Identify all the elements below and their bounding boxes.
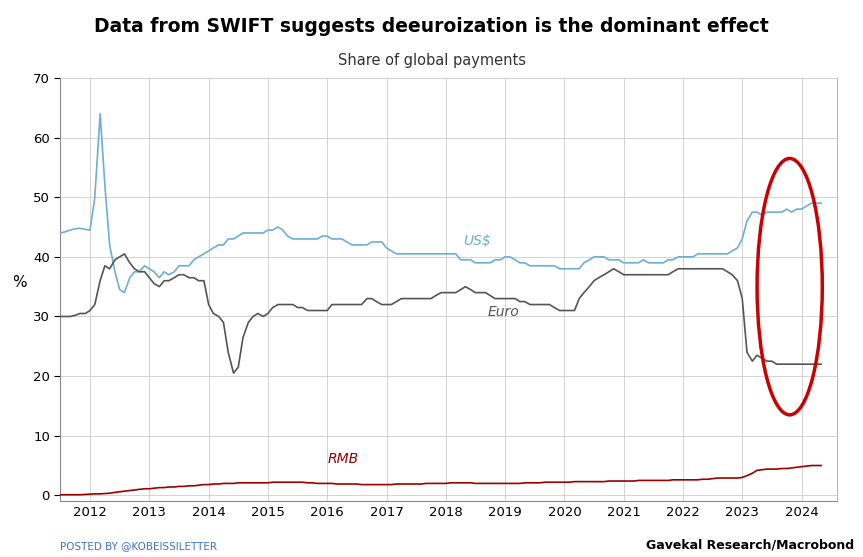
Y-axis label: %: % bbox=[12, 275, 27, 290]
Text: POSTED BY @KOBEISSILETTER: POSTED BY @KOBEISSILETTER bbox=[60, 541, 217, 551]
Text: Data from SWIFT suggests deeuroization is the dominant effect: Data from SWIFT suggests deeuroization i… bbox=[94, 17, 769, 36]
Text: Euro: Euro bbox=[488, 305, 519, 320]
Text: Gavekal Research/Macrobond: Gavekal Research/Macrobond bbox=[646, 539, 854, 551]
Text: Share of global payments: Share of global payments bbox=[337, 53, 526, 68]
Text: US$: US$ bbox=[463, 234, 491, 248]
Text: RMB: RMB bbox=[327, 452, 358, 466]
